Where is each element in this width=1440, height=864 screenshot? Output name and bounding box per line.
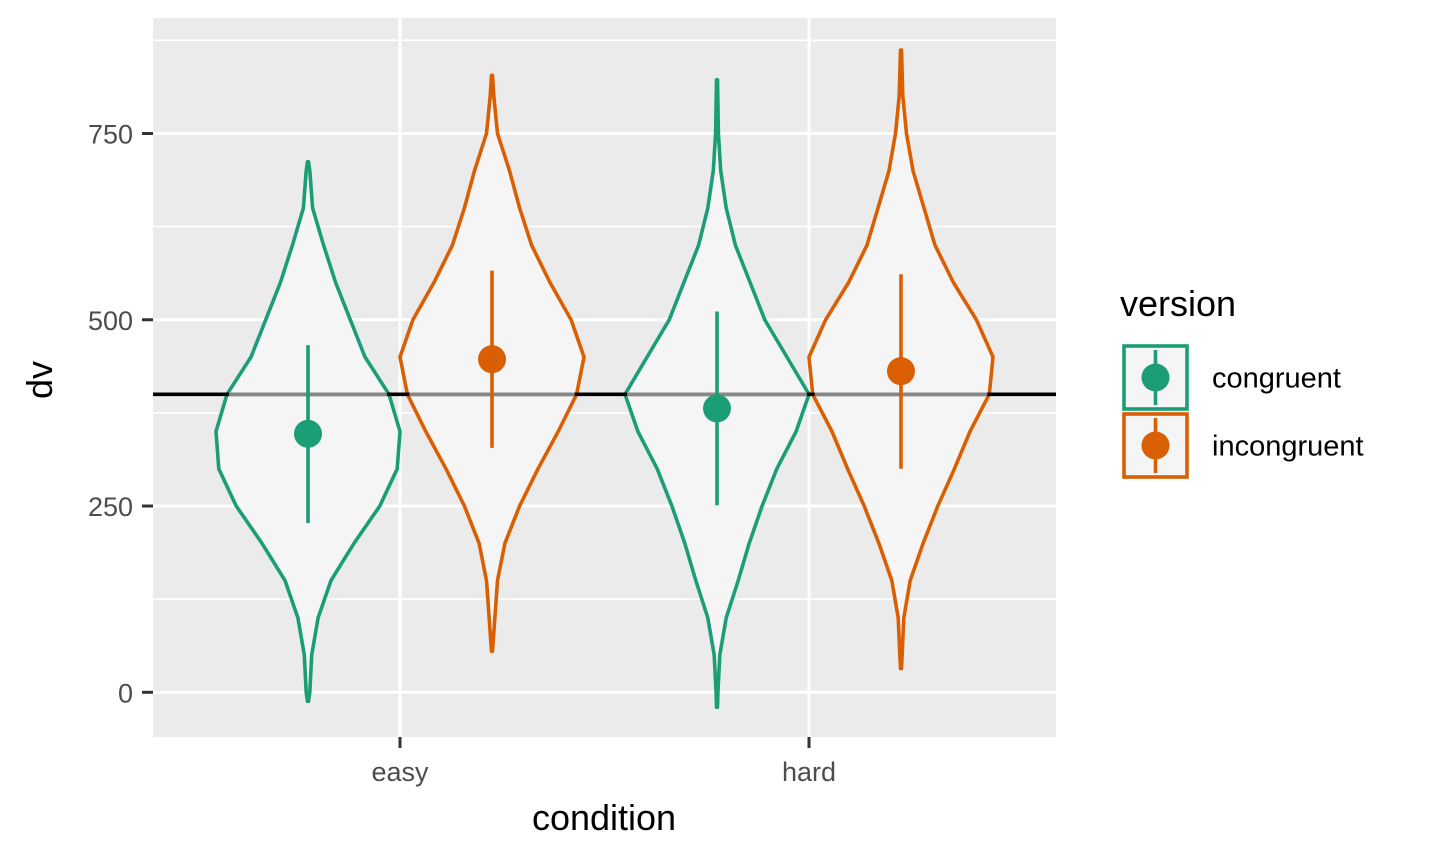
mean-point-incongruent-hard xyxy=(887,357,915,386)
y-tick-label: 0 xyxy=(118,678,133,708)
y-tick-label: 500 xyxy=(88,306,133,336)
legend: version congruent incongruent xyxy=(1120,283,1364,479)
mean-point-incongruent-easy xyxy=(478,345,506,374)
legend-label-congruent: congruent xyxy=(1212,363,1341,395)
legend-key-point-congruent xyxy=(1141,363,1170,392)
y-axis: 0 250 500 750 xyxy=(88,119,153,708)
y-tick-label: 750 xyxy=(88,119,133,149)
y-axis-title: dv xyxy=(19,361,60,399)
x-tick-label: hard xyxy=(782,757,836,787)
legend-title: version xyxy=(1120,283,1236,324)
mean-point-congruent-easy xyxy=(294,419,322,448)
summary-points xyxy=(294,270,915,524)
mean-point-congruent-hard xyxy=(703,394,731,423)
x-axis: easy hard xyxy=(371,737,836,787)
legend-keys: congruent incongruent xyxy=(1122,344,1364,479)
x-axis-title: condition xyxy=(532,797,676,838)
legend-label-incongruent: incongruent xyxy=(1212,431,1364,463)
y-tick-label: 250 xyxy=(88,492,133,522)
x-tick-label: easy xyxy=(371,757,429,787)
legend-key-point-incongruent xyxy=(1141,431,1170,460)
